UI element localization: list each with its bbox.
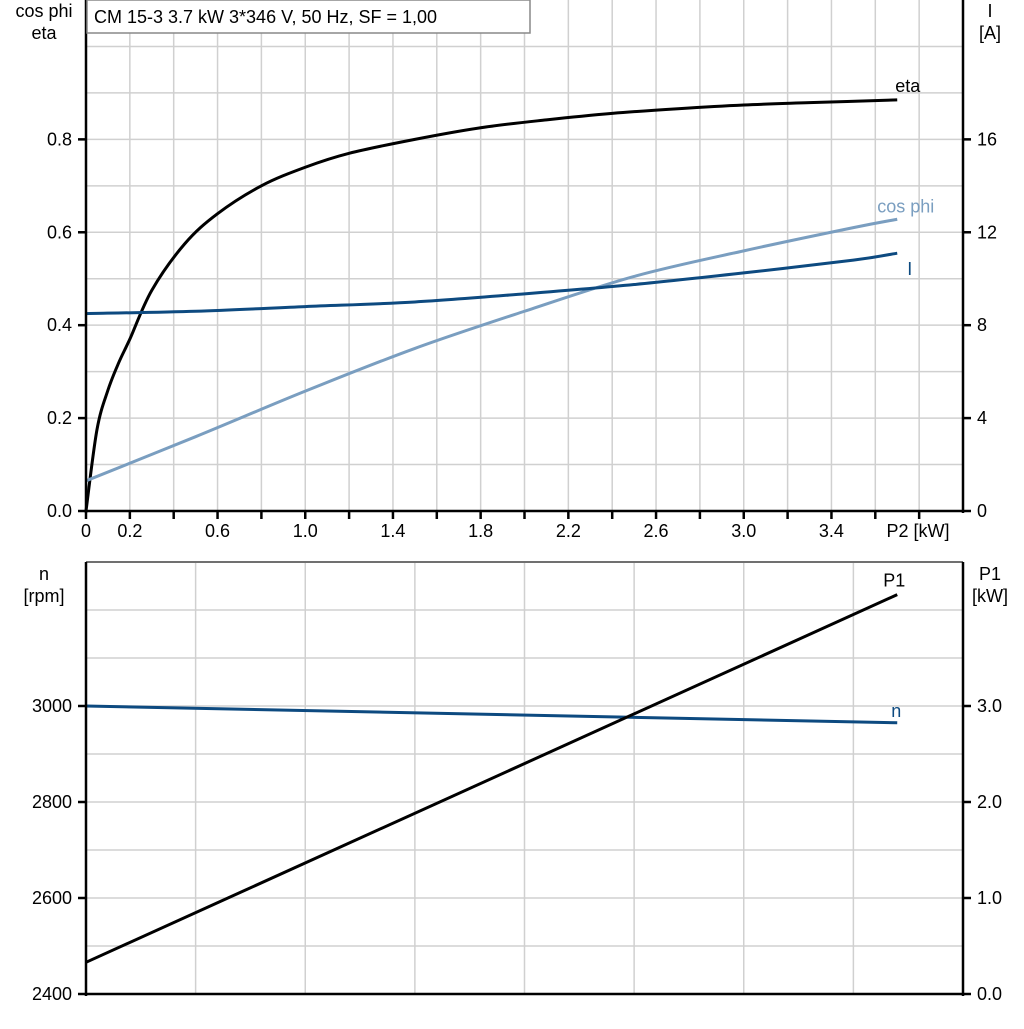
y-left-tick-label: 0.6 — [47, 222, 72, 242]
x-tick-label: 3.0 — [731, 521, 756, 541]
title-box-frame — [86, 0, 531, 34]
chart-title-box: CM 15-3 3.7 kW 3*346 V, 50 Hz, SF = 1,00 — [86, 0, 531, 34]
y-right-tick-label: 16 — [977, 129, 997, 149]
y-left-tick-label: 0.0 — [47, 501, 72, 521]
series-line-p1 — [85, 593, 898, 964]
y-left-tick-label: 0.8 — [47, 129, 72, 149]
y-right-tick-label: 12 — [977, 222, 997, 242]
series-label-p1: P1 — [883, 571, 905, 591]
x-axis-title: P2 [kW] — [886, 521, 949, 541]
y-right-tick-label: 8 — [977, 315, 987, 335]
y-right-tick-label: 1.0 — [977, 888, 1002, 908]
series-label-cos-phi: cos phi — [877, 196, 934, 216]
y-right-axis-title: I — [987, 1, 992, 21]
y-right-axis-title: [kW] — [972, 586, 1008, 606]
y-right-axis-title: P1 — [979, 564, 1001, 584]
series-label-i: I — [907, 259, 912, 279]
y-right-axis-title: [A] — [979, 23, 1001, 43]
x-tick-label: 2.6 — [644, 521, 669, 541]
chart-panel-2: nP124002600280030000.01.02.03.0n[rpm]P1[… — [23, 561, 1008, 1004]
y-right-tick-label: 0 — [977, 501, 987, 521]
y-left-tick-label: 2800 — [32, 792, 72, 812]
chart-title: CM 15-3 3.7 kW 3*346 V, 50 Hz, SF = 1,00 — [94, 7, 437, 27]
x-tick-label: 1.4 — [380, 521, 405, 541]
y-right-tick-label: 3.0 — [977, 696, 1002, 716]
y-right-tick-label: 4 — [977, 408, 987, 428]
y-left-axis-title: [rpm] — [23, 586, 64, 606]
series-line-eta — [84, 98, 898, 512]
y-left-axis-title: n — [39, 564, 49, 584]
series-line-i — [85, 251, 898, 316]
y-left-tick-label: 2600 — [32, 888, 72, 908]
y-left-tick-label: 2400 — [32, 984, 72, 1004]
y-right-tick-label: 0.0 — [977, 984, 1002, 1004]
y-left-tick-label: 0.4 — [47, 315, 72, 335]
x-tick-label: 0.6 — [205, 521, 230, 541]
x-tick-label: 1.8 — [468, 521, 493, 541]
series-label-eta: eta — [895, 76, 921, 96]
y-right-tick-label: 2.0 — [977, 792, 1002, 812]
x-tick-label: 0.2 — [117, 521, 142, 541]
y-left-axis-title: cos phi — [15, 1, 72, 21]
x-tick-label: 2.2 — [556, 521, 581, 541]
x-tick-label: 1.0 — [293, 521, 318, 541]
y-left-axis-title: eta — [31, 23, 57, 43]
x-tick-label: 0 — [81, 521, 91, 541]
series-label-n: n — [891, 701, 901, 721]
series-line-cos-phi — [85, 217, 898, 483]
y-left-tick-label: 3000 — [32, 696, 72, 716]
y-left-tick-label: 0.2 — [47, 408, 72, 428]
x-tick-label: 3.4 — [819, 521, 844, 541]
series-line-n — [85, 704, 898, 725]
